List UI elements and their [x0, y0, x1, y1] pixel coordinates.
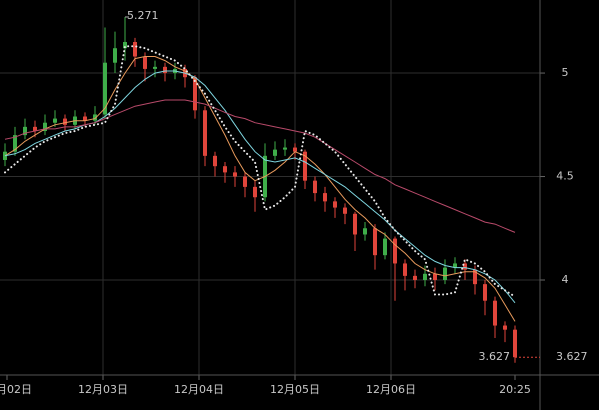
x-tick-label: 12月03日 [78, 383, 128, 396]
x-tick-label: 12月05日 [270, 383, 320, 396]
candle-body [303, 151, 307, 181]
x-tick-label: 12月02日 [0, 383, 32, 396]
candle-body [203, 110, 207, 156]
candle-body [233, 172, 237, 177]
candle-body [153, 66, 157, 69]
x-tick-label: 20:25 [499, 383, 531, 396]
last-price-label: 3.627 [479, 350, 511, 363]
candle-body [103, 62, 107, 115]
candle-body [483, 284, 487, 301]
candle-body [473, 269, 477, 285]
x-tick-label: 12月04日 [174, 383, 224, 396]
max-label: 5.271 [127, 9, 159, 22]
x-tick-label: 12月06日 [366, 383, 416, 396]
candle-body [53, 118, 57, 123]
candle-body [113, 48, 117, 63]
candle-body [493, 300, 497, 326]
y-tick-label: 4.5 [556, 170, 574, 183]
candle-body [163, 66, 167, 74]
candle-body [363, 228, 367, 235]
candle-body [423, 273, 427, 281]
y-tick-label: 5 [562, 66, 569, 79]
candle-body [433, 273, 437, 281]
candle-body [93, 114, 97, 121]
candle-body [273, 149, 277, 156]
candle-body [213, 155, 217, 167]
ma-line [4, 99, 516, 233]
candle-body [443, 267, 447, 281]
candle-body [323, 193, 327, 202]
candle-body [143, 56, 147, 69]
candle-body [333, 201, 337, 208]
candle-body [63, 118, 67, 125]
candle-body [373, 228, 377, 256]
candle-body [513, 329, 517, 358]
candle-body [453, 263, 457, 268]
candle-body [243, 176, 247, 187]
candle-body [343, 207, 347, 214]
candle-body [413, 275, 417, 281]
candle-body [193, 77, 197, 111]
candle-body [503, 325, 507, 330]
axis-price-label: 3.627 [556, 350, 588, 363]
candle-body [353, 213, 357, 235]
candle-body [393, 238, 397, 264]
candle-body [403, 263, 407, 276]
candle-body [463, 263, 467, 270]
candle-body [223, 166, 227, 173]
candle-body [3, 151, 7, 160]
candle-body [133, 42, 137, 57]
candle-body [13, 135, 17, 152]
candle-body [253, 186, 257, 198]
candle-body [383, 238, 387, 256]
sar-dots [4, 45, 516, 298]
candle-body [23, 126, 27, 136]
candle-body [43, 122, 47, 132]
candle-body [313, 180, 317, 194]
candle-body [83, 116, 87, 121]
candle-body [33, 126, 37, 132]
ma-line [4, 56, 516, 322]
candle-body [123, 42, 127, 49]
candle-body [293, 147, 297, 152]
y-tick-label: 4 [562, 273, 569, 286]
candle-body [283, 147, 287, 150]
